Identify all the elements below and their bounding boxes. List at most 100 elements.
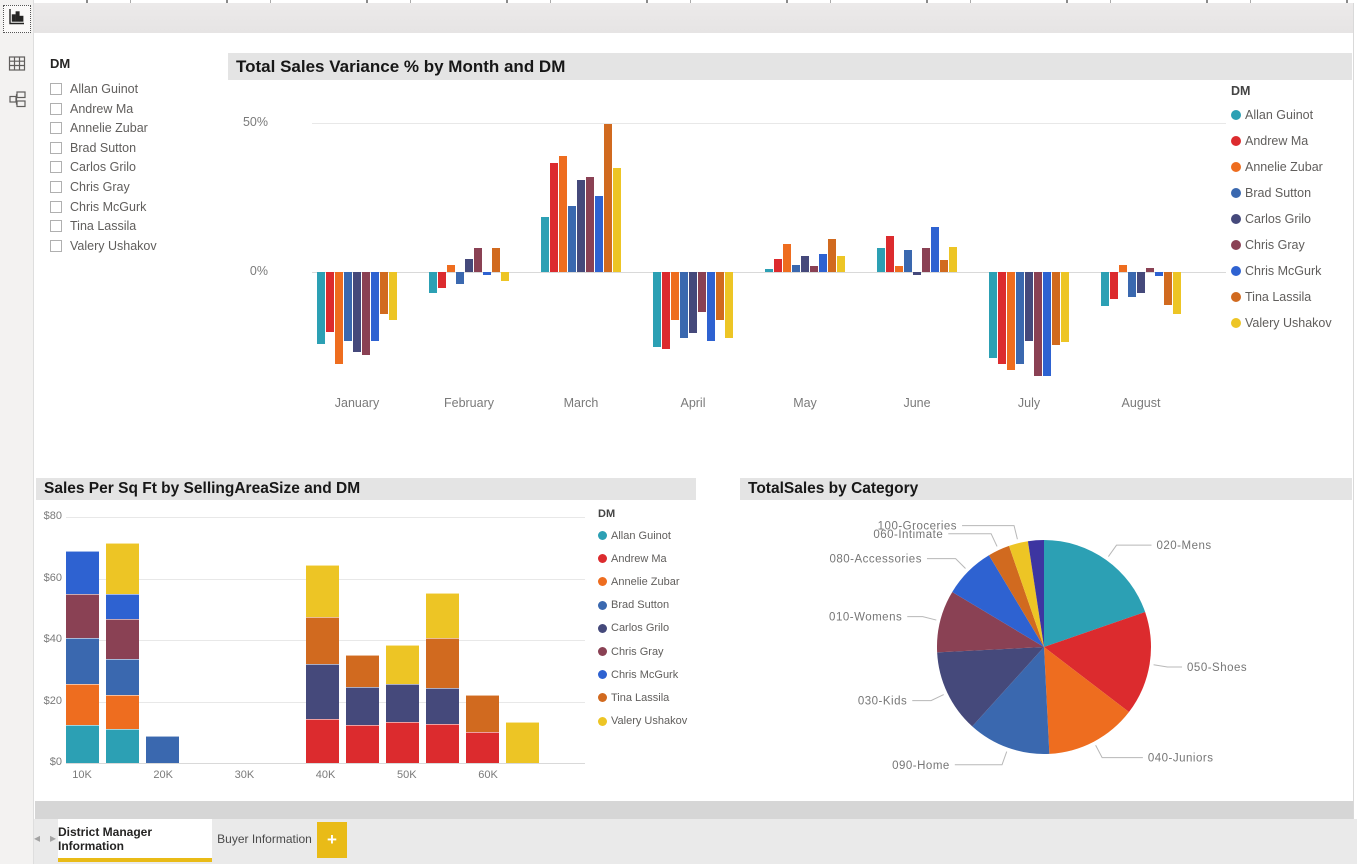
pie-slice-100-Groceries[interactable]	[1009, 541, 1044, 647]
slicer-item-valery-ushakov[interactable]: Valery Ushakov	[50, 237, 157, 255]
column-chris-mcgurk-february[interactable]	[482, 272, 491, 275]
stack-segment-chris-gray-10K[interactable]	[65, 594, 99, 638]
stack-segment-valery-ushakov-55K[interactable]	[425, 593, 459, 639]
column-carlos-grilo-february[interactable]	[464, 258, 473, 272]
pie-slice-060-Intimate[interactable]	[988, 545, 1044, 647]
column-valery-ushakov-april[interactable]	[724, 272, 733, 338]
add-page-button[interactable]: +	[317, 822, 347, 858]
column-brad-sutton-june[interactable]	[903, 249, 912, 272]
column-allan-guinot-july[interactable]	[988, 272, 997, 359]
column-allan-guinot-may[interactable]	[764, 269, 773, 272]
column-valery-ushakov-february[interactable]	[500, 272, 509, 281]
column-carlos-grilo-march[interactable]	[576, 179, 585, 272]
slicer-item-tina-lassila[interactable]: Tina Lassila	[50, 217, 136, 235]
legend-item-carlos-grilo[interactable]: Carlos Grilo	[1231, 206, 1332, 232]
legend-item-annelie-zubar[interactable]: Annelie Zubar	[598, 570, 687, 593]
legend-item-tina-lassila[interactable]: Tina Lassila	[598, 686, 687, 709]
column-chris-mcgurk-august[interactable]	[1154, 272, 1163, 277]
legend-item-allan-guinot[interactable]: Allan Guinot	[1231, 102, 1332, 128]
slicer-item-carlos-grilo[interactable]: Carlos Grilo	[50, 158, 136, 176]
pie-slice-unlabeled[interactable]	[1027, 540, 1044, 647]
stack-segment-allan-guinot-15K[interactable]	[105, 728, 139, 763]
column-chris-mcgurk-june[interactable]	[930, 227, 939, 272]
prev-page-arrow[interactable]: ◂	[33, 831, 41, 845]
stack-segment-brad-sutton-15K[interactable]	[105, 659, 139, 696]
column-chris-gray-august[interactable]	[1145, 267, 1154, 272]
stack-segment-valery-ushakov-40K[interactable]	[305, 564, 339, 617]
tab-district-manager-information[interactable]: District Manager Information	[58, 819, 212, 862]
legend-item-valery-ushakov[interactable]: Valery Ushakov	[1231, 310, 1332, 336]
legend-item-chris-mcgurk[interactable]: Chris McGurk	[598, 663, 687, 686]
column-chris-mcgurk-january[interactable]	[370, 272, 379, 341]
column-chris-mcgurk-may[interactable]	[818, 254, 827, 272]
column-tina-lassila-july[interactable]	[1051, 272, 1060, 345]
stack-segment-annelie-zubar-10K[interactable]	[65, 683, 99, 725]
stack-segment-andrew-ma-50K[interactable]	[385, 721, 419, 763]
column-brad-sutton-january[interactable]	[343, 272, 352, 341]
column-allan-guinot-june[interactable]	[876, 248, 885, 272]
checkbox[interactable]	[50, 161, 62, 174]
column-carlos-grilo-may[interactable]	[800, 255, 809, 272]
column-andrew-ma-june[interactable]	[885, 236, 894, 272]
stack-segment-tina-lassila-45K[interactable]	[345, 655, 379, 688]
column-andrew-ma-july[interactable]	[997, 272, 1006, 365]
column-chris-gray-march[interactable]	[585, 176, 594, 272]
pie-slice-020-Mens[interactable]	[1044, 540, 1146, 647]
column-allan-guinot-march[interactable]	[540, 216, 549, 272]
column-valery-ushakov-july[interactable]	[1060, 272, 1069, 343]
column-annelie-zubar-august[interactable]	[1118, 264, 1127, 272]
column-tina-lassila-may[interactable]	[827, 239, 836, 272]
legend-item-brad-sutton[interactable]: Brad Sutton	[598, 594, 687, 617]
legend-item-brad-sutton[interactable]: Brad Sutton	[1231, 180, 1332, 206]
pie-slice-040-Juniors[interactable]	[1044, 647, 1129, 754]
column-tina-lassila-january[interactable]	[379, 272, 388, 314]
column-chris-gray-february[interactable]	[473, 248, 482, 272]
legend-item-andrew-ma[interactable]: Andrew Ma	[598, 547, 687, 570]
stack-segment-chris-mcgurk-10K[interactable]	[65, 550, 99, 595]
column-valery-ushakov-january[interactable]	[388, 272, 397, 320]
slicer-item-chris-mcgurk[interactable]: Chris McGurk	[50, 198, 146, 216]
column-annelie-zubar-march[interactable]	[558, 155, 567, 272]
column-andrew-ma-may[interactable]	[773, 258, 782, 272]
checkbox[interactable]	[50, 83, 62, 95]
slicer-item-andrew-ma[interactable]: Andrew Ma	[50, 100, 133, 118]
stack-segment-chris-mcgurk-15K[interactable]	[105, 593, 139, 620]
column-brad-sutton-august[interactable]	[1127, 272, 1136, 298]
column-tina-lassila-march[interactable]	[603, 124, 612, 272]
column-allan-guinot-january[interactable]	[316, 272, 325, 344]
legend-item-chris-mcgurk[interactable]: Chris McGurk	[1231, 258, 1332, 284]
column-chris-gray-april[interactable]	[697, 272, 706, 313]
stack-segment-andrew-ma-40K[interactable]	[305, 719, 339, 763]
stack-segment-carlos-grilo-45K[interactable]	[345, 687, 379, 726]
column-brad-sutton-april[interactable]	[679, 272, 688, 338]
column-annelie-zubar-june[interactable]	[894, 266, 903, 272]
report-view-button[interactable]	[3, 5, 31, 33]
pie-slice-010-Womens[interactable]	[937, 591, 1044, 653]
column-allan-guinot-february[interactable]	[428, 272, 437, 293]
stack-segment-andrew-ma-60K[interactable]	[465, 731, 499, 763]
column-brad-sutton-may[interactable]	[791, 264, 800, 272]
column-chris-gray-july[interactable]	[1033, 272, 1042, 377]
column-andrew-ma-february[interactable]	[437, 272, 446, 289]
stack-segment-allan-guinot-10K[interactable]	[65, 724, 99, 763]
column-carlos-grilo-july[interactable]	[1024, 272, 1033, 341]
stack-segment-valery-ushakov-65K[interactable]	[505, 721, 539, 763]
column-valery-ushakov-march[interactable]	[612, 167, 621, 272]
column-chris-mcgurk-march[interactable]	[594, 196, 603, 272]
legend-item-valery-ushakov[interactable]: Valery Ushakov	[598, 710, 687, 733]
column-carlos-grilo-april[interactable]	[688, 272, 697, 334]
column-carlos-grilo-june[interactable]	[912, 272, 921, 275]
checkbox[interactable]	[50, 200, 62, 213]
legend-item-tina-lassila[interactable]: Tina Lassila	[1231, 284, 1332, 310]
stack-segment-brad-sutton-20K[interactable]	[145, 736, 179, 763]
checkbox[interactable]	[50, 141, 62, 154]
stack-segment-andrew-ma-45K[interactable]	[345, 725, 379, 763]
column-allan-guinot-april[interactable]	[652, 272, 661, 347]
column-annelie-zubar-may[interactable]	[782, 243, 791, 272]
column-allan-guinot-august[interactable]	[1100, 272, 1109, 307]
checkbox[interactable]	[50, 102, 62, 115]
column-brad-sutton-july[interactable]	[1015, 272, 1024, 365]
slicer-item-chris-gray[interactable]: Chris Gray	[50, 178, 130, 196]
column-tina-lassila-february[interactable]	[491, 248, 500, 272]
data-view-button[interactable]	[3, 52, 31, 80]
